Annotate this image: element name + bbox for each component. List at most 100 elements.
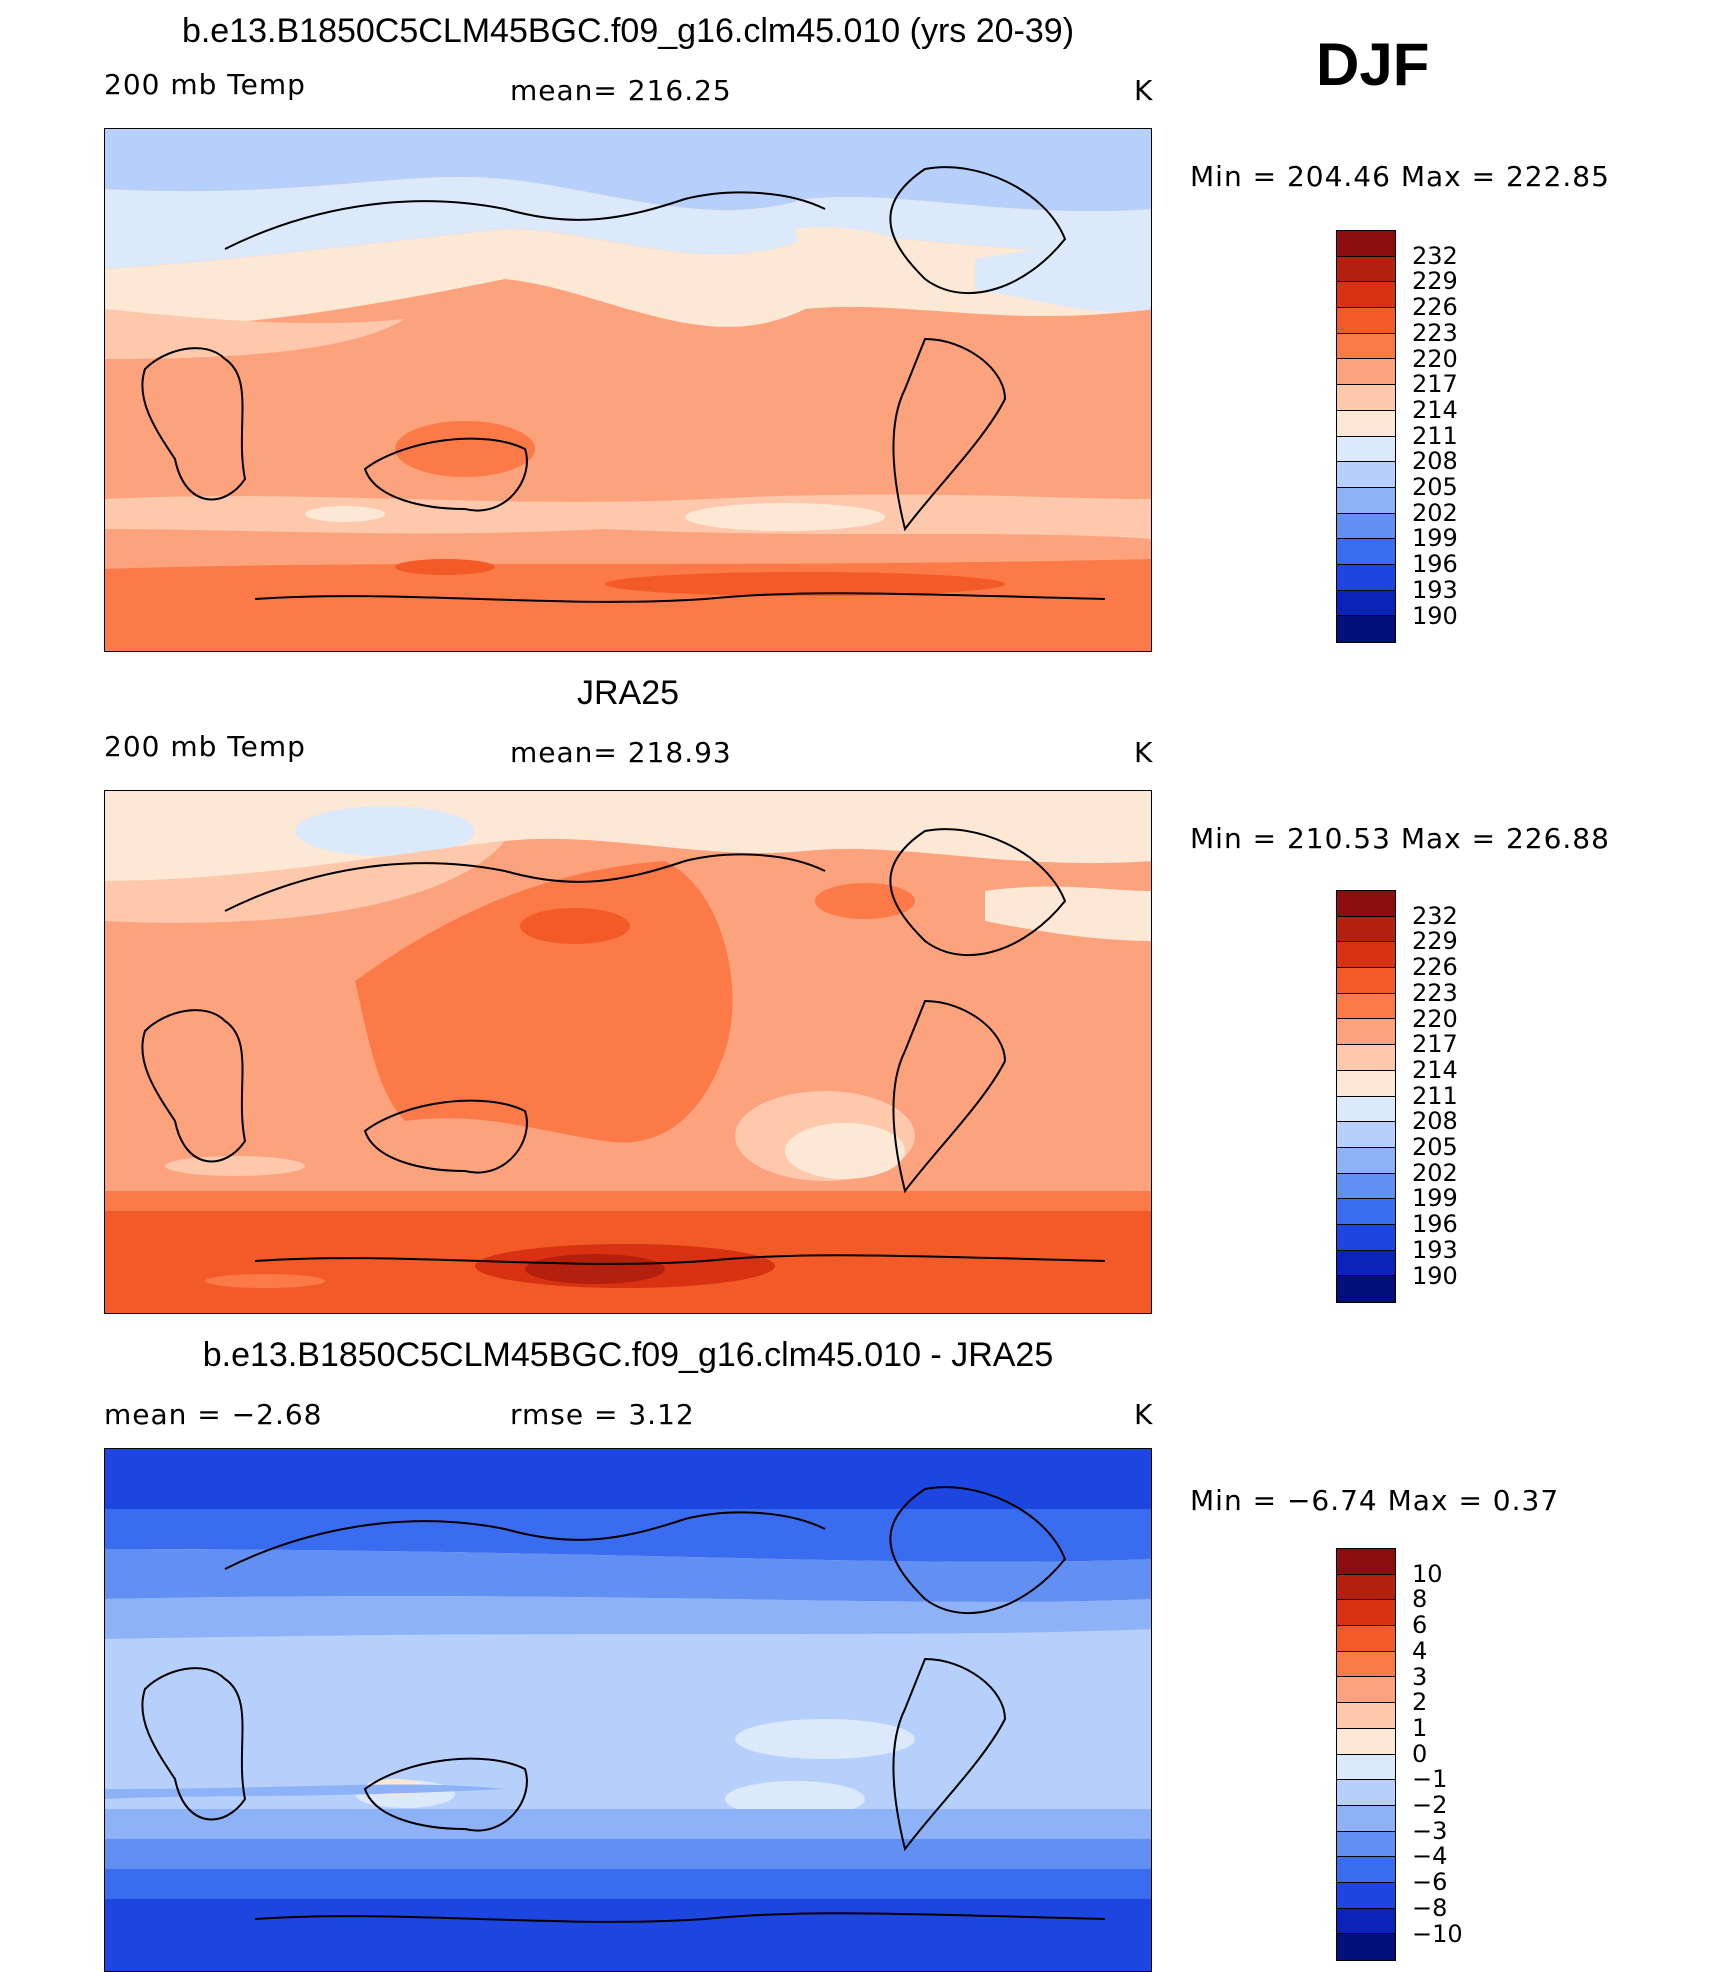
colorbar-label: 223 — [1412, 978, 1458, 1007]
colorbar-label: 226 — [1412, 953, 1458, 982]
colorbar-swatch — [1337, 1754, 1395, 1781]
colorbar-label: 214 — [1412, 1055, 1458, 1084]
panel-2-map — [104, 790, 1152, 1314]
colorbar-label: 193 — [1412, 575, 1458, 604]
colorbar-swatch — [1337, 1549, 1395, 1575]
colorbar-label: 190 — [1412, 1261, 1458, 1290]
colorbar-label: 199 — [1412, 1184, 1458, 1213]
colorbar-swatch — [1337, 462, 1395, 488]
colorbar-label: 0 — [1412, 1739, 1428, 1768]
panel-1-minmax: Min = 204.46 Max = 222.85 — [1190, 160, 1610, 193]
colorbar-swatch — [1337, 1045, 1395, 1071]
colorbar-swatch — [1337, 891, 1395, 917]
colorbar-label: 4 — [1412, 1636, 1428, 1665]
colorbar-swatch — [1337, 1677, 1395, 1704]
colorbar-swatch — [1337, 1626, 1395, 1652]
colorbar-label: −8 — [1412, 1893, 1448, 1922]
colorbar-swatch — [1337, 1276, 1395, 1302]
colorbar-swatch — [1337, 564, 1395, 591]
colorbar-swatch — [1337, 1780, 1395, 1806]
colorbar-label: 220 — [1412, 1004, 1458, 1033]
colorbar-swatch — [1337, 1224, 1395, 1251]
panel-3-center-label: rmse = 3.12 — [510, 1398, 695, 1431]
panel-3-minmax: Min = −6.74 Max = 0.37 — [1190, 1484, 1560, 1517]
panel-1-map — [104, 128, 1152, 652]
colorbar-swatch — [1337, 916, 1395, 943]
colorbar-swatch — [1337, 616, 1395, 642]
colorbar-label: 211 — [1412, 1081, 1458, 1110]
panel-2-title: JRA25 — [576, 674, 680, 712]
panel-2-minmax: Min = 210.53 Max = 226.88 — [1190, 822, 1610, 855]
colorbar-swatch — [1337, 1651, 1395, 1678]
colorbar-label: 199 — [1412, 524, 1458, 553]
colorbar-swatch — [1337, 1070, 1395, 1097]
colorbar-label: 196 — [1412, 1210, 1458, 1239]
colorbar-swatch — [1337, 231, 1395, 257]
colorbar-swatch — [1337, 1703, 1395, 1729]
colorbar-swatch — [1337, 1122, 1395, 1148]
colorbar-swatch — [1337, 1574, 1395, 1601]
colorbar-swatch — [1337, 256, 1395, 283]
colorbar-swatch — [1337, 1882, 1395, 1909]
colorbar-label: 220 — [1412, 344, 1458, 373]
colorbar-label: −10 — [1412, 1919, 1463, 1948]
colorbar-label: 196 — [1412, 550, 1458, 579]
colorbar-swatch — [1337, 1250, 1395, 1277]
colorbar-swatch — [1337, 968, 1395, 994]
colorbar-label: 10 — [1412, 1559, 1443, 1588]
panel-3-left-label: mean = −2.68 — [104, 1398, 323, 1431]
colorbar-swatch — [1337, 942, 1395, 969]
colorbar-label: −4 — [1412, 1842, 1448, 1871]
colorbar-label: 229 — [1412, 927, 1458, 956]
colorbar-swatch — [1337, 333, 1395, 360]
colorbar-swatch — [1337, 1173, 1395, 1200]
colorbar-label: 214 — [1412, 395, 1458, 424]
colorbar-label: 232 — [1412, 241, 1458, 270]
panel-3-units: K — [1134, 1398, 1154, 1431]
colorbar-label: −3 — [1412, 1816, 1448, 1845]
colorbar-swatch — [1337, 1600, 1395, 1627]
colorbar-label: 205 — [1412, 473, 1458, 501]
colorbar-swatch — [1337, 1908, 1395, 1935]
panel-2-center-label: mean= 218.93 — [510, 736, 732, 769]
colorbar-label: 208 — [1412, 1107, 1458, 1136]
colorbar-label: 2 — [1412, 1688, 1428, 1717]
colorbar-label: −2 — [1412, 1791, 1448, 1819]
colorbar-label: 217 — [1412, 1030, 1458, 1059]
panel-1-title: b.e13.B1850C5CLM45BGC.f09_g16.clm45.010 … — [181, 12, 1075, 50]
colorbar-swatch — [1337, 308, 1395, 334]
colorbar-swatch — [1337, 539, 1395, 565]
colorbar-label: 193 — [1412, 1235, 1458, 1264]
panel-3-title: b.e13.B1850C5CLM45BGC.f09_g16.clm45.010 … — [202, 1336, 1054, 1374]
colorbar-swatch — [1337, 1831, 1395, 1858]
colorbar-label: 223 — [1412, 318, 1458, 347]
colorbar-swatch — [1337, 1805, 1395, 1832]
colorbar-swatch — [1337, 359, 1395, 386]
colorbar-label: 232 — [1412, 901, 1458, 930]
colorbar-swatch — [1337, 1728, 1395, 1755]
panel-2-left-label: 200 mb Temp — [104, 730, 306, 763]
colorbar-swatch — [1337, 385, 1395, 411]
colorbar-label: 190 — [1412, 601, 1458, 630]
colorbar-swatch — [1337, 590, 1395, 617]
panel-1-center-label: mean= 216.25 — [510, 74, 732, 107]
colorbar-swatch — [1337, 410, 1395, 437]
colorbar-label: 6 — [1412, 1611, 1428, 1640]
colorbar-swatch — [1337, 1096, 1395, 1123]
colorbar-label: 226 — [1412, 293, 1458, 322]
colorbar-swatch — [1337, 1857, 1395, 1883]
panel-1-units: K — [1134, 74, 1154, 107]
colorbar-label: 1 — [1412, 1713, 1428, 1742]
colorbar-swatch — [1337, 282, 1395, 309]
colorbar-label: 202 — [1412, 498, 1458, 527]
colorbar-label: −6 — [1412, 1868, 1448, 1897]
panel-3-map — [104, 1448, 1152, 1972]
colorbar-label: 8 — [1412, 1585, 1428, 1614]
colorbar-swatch — [1337, 436, 1395, 463]
colorbar-label: 217 — [1412, 370, 1458, 399]
colorbar-swatch — [1337, 1934, 1395, 1960]
colorbar-label: 211 — [1412, 421, 1458, 450]
colorbar-swatch — [1337, 513, 1395, 540]
colorbar-label: 208 — [1412, 447, 1458, 476]
colorbar-swatch — [1337, 1019, 1395, 1046]
